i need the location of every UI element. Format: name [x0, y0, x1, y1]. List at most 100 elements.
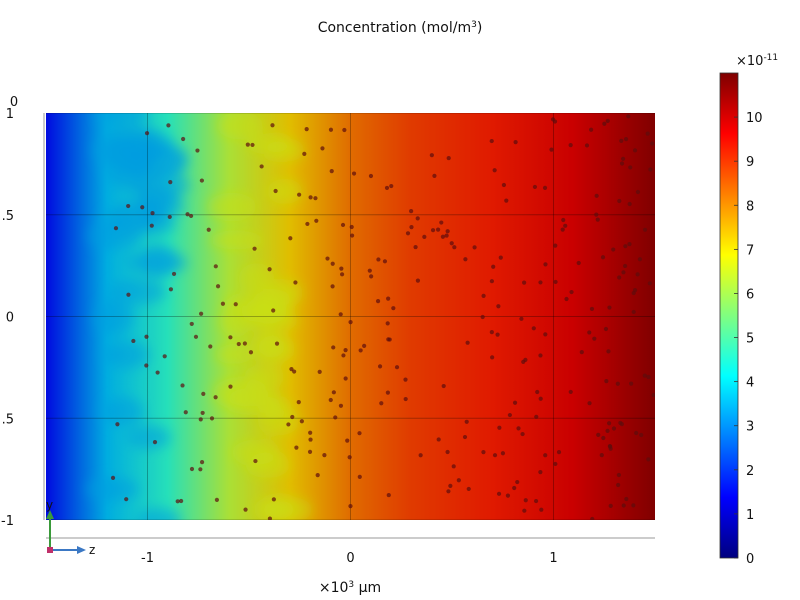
particle [315, 473, 320, 478]
particle [616, 482, 621, 488]
triad-y-arrowhead [46, 510, 54, 519]
particle [617, 198, 622, 204]
particle [553, 279, 558, 285]
particle [405, 231, 411, 236]
particle [193, 334, 199, 339]
particle [199, 178, 204, 183]
particle [568, 142, 573, 148]
particle [608, 444, 613, 449]
particle [607, 421, 612, 426]
particle [605, 428, 610, 433]
colorbar-tick-label: 3 [746, 420, 754, 435]
diffusion-front-blob [262, 279, 303, 306]
particle [646, 457, 651, 462]
particle [648, 167, 653, 172]
particle [209, 416, 215, 421]
particle [340, 222, 346, 228]
particle [631, 290, 636, 296]
particle [619, 138, 624, 143]
particle [415, 278, 421, 283]
particle [162, 354, 167, 359]
particle [621, 270, 626, 275]
particle [512, 485, 517, 491]
diffusion-front-blob [96, 113, 150, 126]
particle [504, 198, 509, 203]
particle [273, 188, 278, 194]
particle [351, 171, 357, 176]
particle [198, 467, 203, 472]
particle [576, 260, 581, 266]
particle [646, 374, 651, 380]
particle [168, 180, 173, 185]
particle [631, 503, 636, 508]
particle [338, 403, 344, 408]
particle [150, 210, 155, 216]
particle [543, 262, 548, 267]
particle [600, 255, 606, 260]
particle [523, 498, 528, 503]
particle [242, 341, 247, 346]
particle [296, 400, 301, 405]
particle [348, 320, 353, 325]
particle [243, 507, 248, 512]
particle [198, 417, 203, 422]
particle [375, 299, 381, 304]
x-tick-label: -1 [141, 551, 154, 566]
particle [228, 335, 233, 340]
particle [627, 201, 632, 207]
particle [343, 347, 348, 353]
particle [213, 395, 218, 400]
particle [445, 229, 450, 234]
x-tick-label: 1 [549, 551, 557, 566]
particle [594, 193, 599, 198]
particle [623, 244, 628, 249]
particle [595, 217, 600, 222]
particle [651, 392, 655, 398]
particle [619, 422, 624, 427]
colorbar-tick-label: 5 [746, 332, 754, 347]
particle [495, 332, 500, 337]
particle [343, 376, 348, 381]
particle [201, 391, 206, 396]
particle [642, 373, 647, 378]
particle [543, 453, 548, 458]
field-shading [46, 113, 655, 520]
particle [456, 478, 461, 483]
colorbar-tick-label: 2 [746, 464, 754, 479]
particle [110, 475, 116, 481]
particle [624, 496, 629, 502]
particle [645, 131, 650, 136]
particle [535, 389, 540, 395]
particle [113, 226, 119, 231]
diffusion-front-blob [258, 397, 292, 419]
particle [549, 147, 554, 152]
particle [627, 241, 632, 247]
particle [124, 497, 129, 502]
particle [180, 383, 185, 388]
particle [432, 173, 437, 179]
particle [179, 498, 184, 504]
particle [320, 146, 325, 151]
particle [561, 217, 566, 223]
particle [451, 464, 456, 469]
particle [199, 311, 204, 316]
particle [616, 472, 621, 478]
particle [199, 460, 205, 465]
particle [445, 449, 450, 455]
particle [189, 321, 194, 327]
particle [623, 137, 629, 142]
colorbar-tick-label: 9 [746, 155, 754, 170]
y-axis-top-label: 0 [10, 95, 18, 110]
particle [144, 334, 149, 339]
diffusion-front-blob [215, 344, 252, 364]
particle [538, 396, 543, 401]
particle [126, 203, 131, 209]
particle [435, 227, 441, 232]
particle [167, 214, 172, 220]
particle [379, 401, 384, 406]
particle [463, 257, 468, 262]
diffusion-front-blob [85, 477, 139, 501]
particle [622, 263, 628, 269]
particle [500, 451, 506, 456]
